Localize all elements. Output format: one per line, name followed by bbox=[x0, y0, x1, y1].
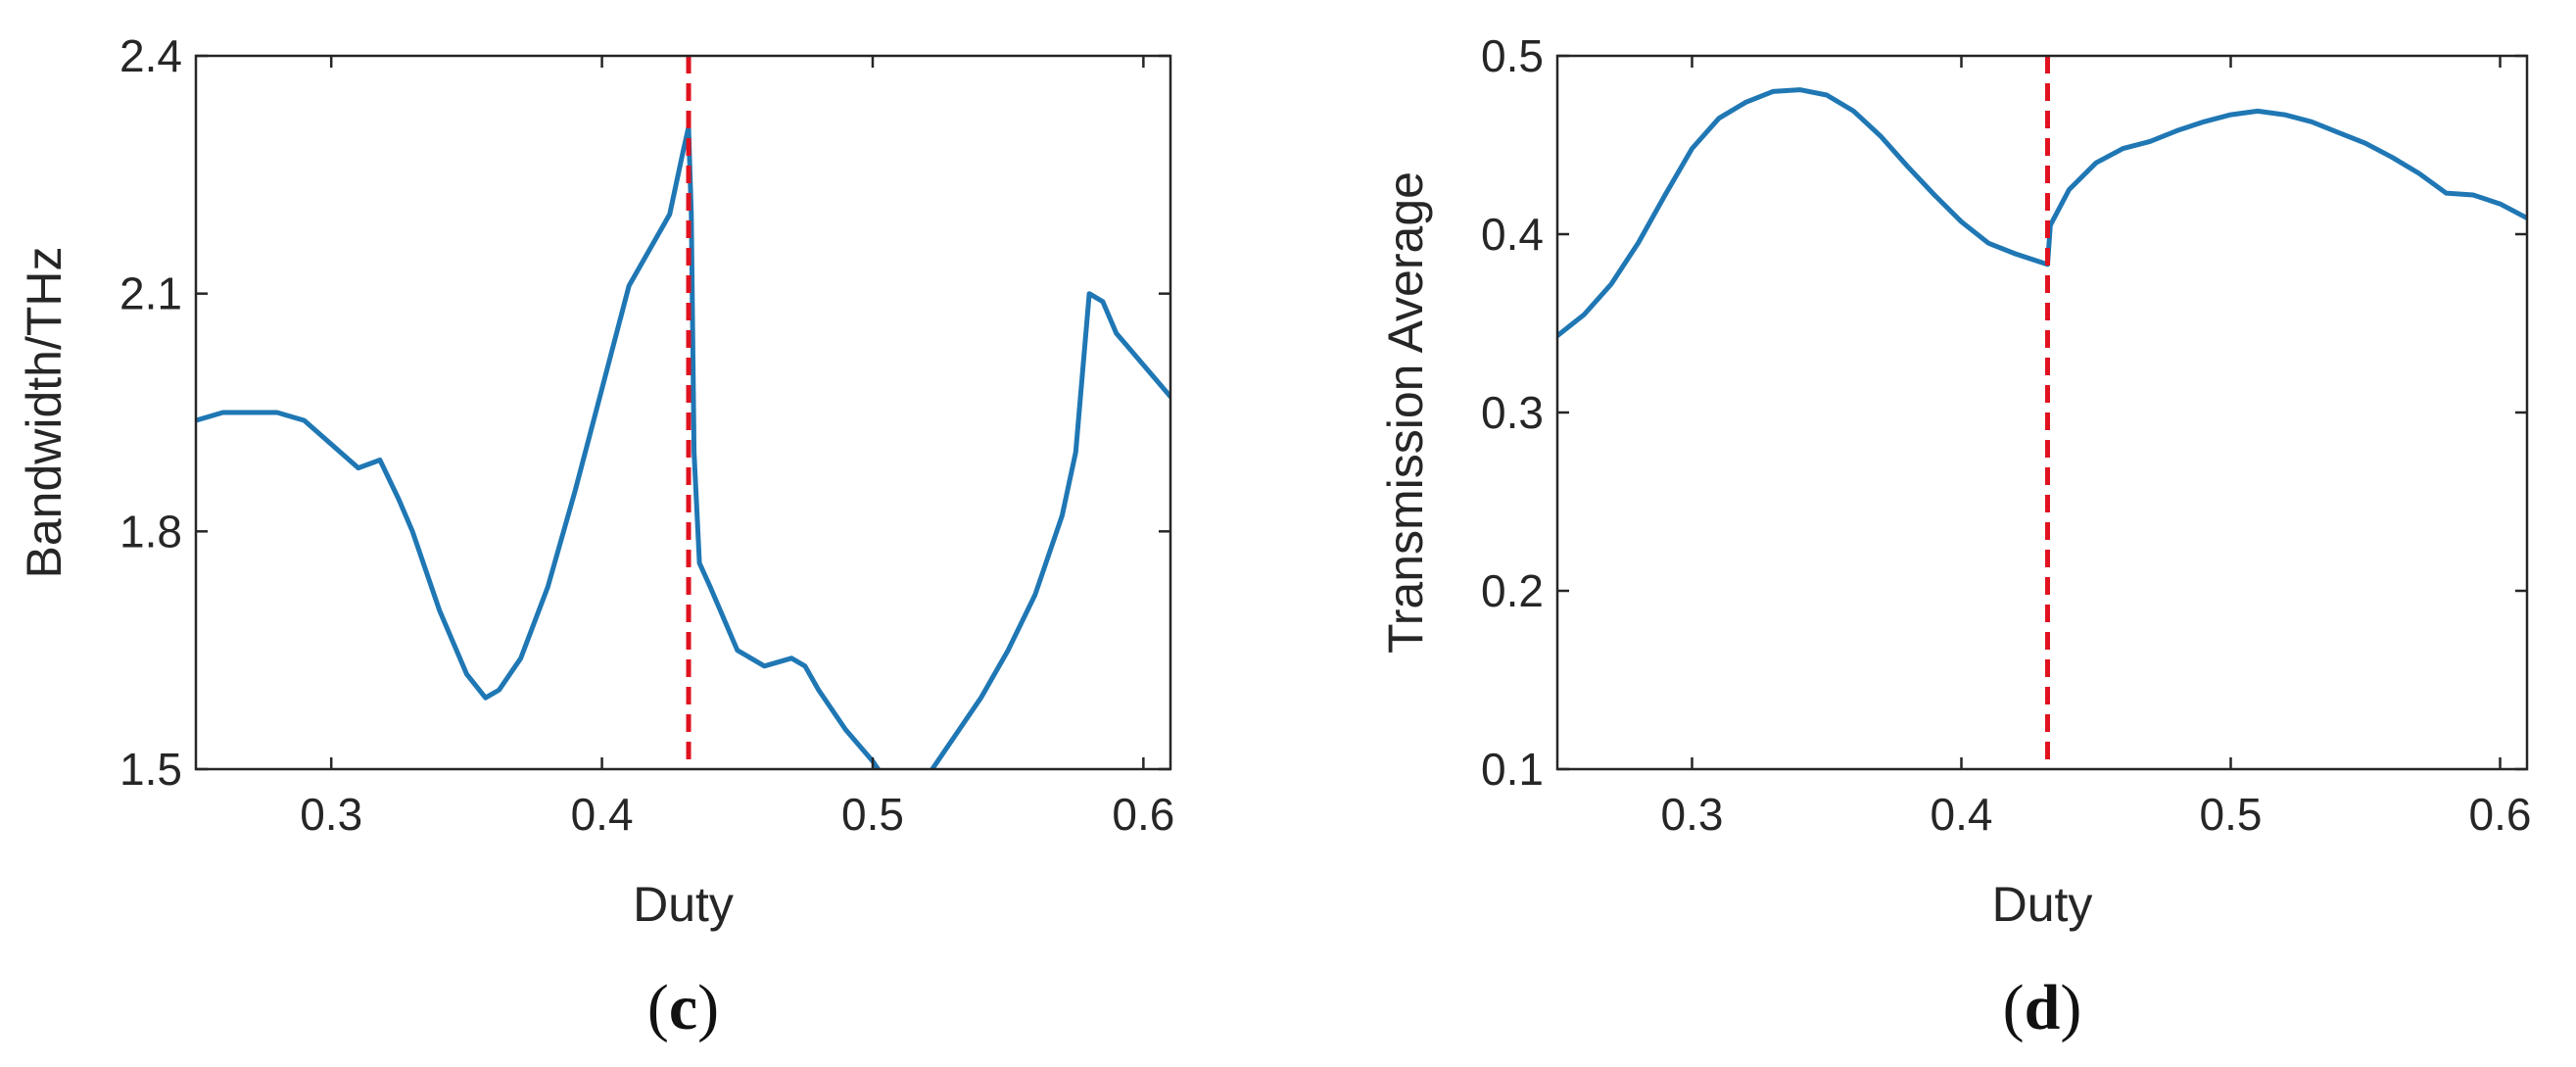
axes-box bbox=[1555, 54, 2529, 771]
y-tick-label: 2.4 bbox=[119, 30, 182, 81]
y-tick-label: 0.3 bbox=[1481, 387, 1544, 438]
x-tick-label: 0.3 bbox=[1661, 789, 1724, 840]
y-tick-label: 0.1 bbox=[1481, 744, 1544, 795]
y-tick-label: 1.8 bbox=[119, 506, 182, 557]
x-tick-label: 0.4 bbox=[571, 789, 634, 840]
y-tick-label: 0.4 bbox=[1481, 209, 1544, 260]
y-tick-label: 0.2 bbox=[1481, 565, 1544, 616]
x-tick-label: 0.5 bbox=[2200, 789, 2263, 840]
y-tick-label: 2.1 bbox=[119, 268, 182, 319]
panel-label: (c) bbox=[647, 972, 719, 1043]
y-axis-label: Bandwidth/THz bbox=[17, 246, 72, 578]
x-axis-label: Duty bbox=[1992, 877, 2093, 932]
axes-box bbox=[194, 54, 1172, 771]
x-tick-label: 0.3 bbox=[300, 789, 362, 840]
series-line-0-segment-0 bbox=[196, 124, 881, 769]
x-tick-label: 0.6 bbox=[2469, 789, 2532, 840]
y-tick-label: 0.5 bbox=[1481, 30, 1544, 81]
x-axis-label: Duty bbox=[633, 877, 734, 932]
series-line-0-segment-1 bbox=[930, 291, 1170, 769]
x-tick-label: 0.4 bbox=[1931, 789, 1993, 840]
series-line-0-segment-0 bbox=[1557, 87, 2527, 339]
x-tick-label: 0.5 bbox=[841, 789, 904, 840]
y-axis-label: Transmission Average bbox=[1378, 171, 1433, 654]
panel-c: 0.3 0.4 0.5 0.6 1.5 1.8 2.1 2.4 Duty Bandwidth/TH… bbox=[17, 30, 1174, 1043]
panel-d: 0.3 0.4 0.5 0.6 0.1 0.2 0.3 0.4 0.5 Duty Transmiss… bbox=[1378, 30, 2531, 1043]
panel-label: (d) bbox=[2003, 972, 2082, 1043]
x-tick-label: 0.6 bbox=[1112, 789, 1174, 840]
y-tick-label: 1.5 bbox=[119, 744, 182, 795]
